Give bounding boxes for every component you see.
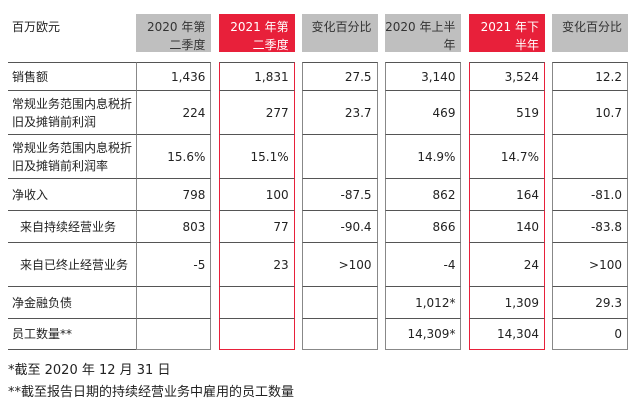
row-label: 销售额 [8, 62, 136, 90]
col-header-2020-h1: 2020 年上半年 [385, 14, 462, 52]
cell: 24 [468, 242, 545, 286]
row-label: 净金融负债 [8, 286, 136, 318]
footnotes: *截至 2020 年 12 月 31 日 **截至报告日期的持续经营业务中雇用的… [8, 360, 294, 404]
cell: 0 [552, 318, 628, 350]
cell: 10.7 [552, 90, 628, 134]
cell: 3,524 [468, 62, 545, 90]
cell: 1,436 [135, 62, 212, 90]
cell: 3,140 [385, 62, 462, 90]
cell [135, 318, 212, 350]
cell: -5 [135, 242, 212, 286]
row-label: 来自持续经营业务 [8, 210, 136, 242]
cell: 140 [468, 210, 545, 242]
cell: 15.6% [135, 134, 212, 178]
col-header-2021-q2: 2021 年第二季度 [218, 14, 295, 52]
cell: 862 [385, 178, 462, 210]
cell: 1,831 [218, 62, 295, 90]
cell [218, 318, 295, 350]
cell: 14,304 [468, 318, 545, 350]
cell: -87.5 [302, 178, 378, 210]
cell: 224 [135, 90, 212, 134]
cell: 77 [218, 210, 295, 242]
footnote-1: *截至 2020 年 12 月 31 日 [8, 363, 171, 378]
cell: 1,309 [468, 286, 545, 318]
header-unit-label: 百万欧元 [12, 20, 61, 34]
cell: -83.8 [552, 210, 628, 242]
cell: 14.9% [385, 134, 462, 178]
cell: 14.7% [468, 134, 545, 178]
row-label: 员工数量** [8, 318, 136, 350]
cell: 15.1% [218, 134, 295, 178]
col-header-change-q: 变化百分比 [302, 14, 378, 52]
cell: 164 [468, 178, 545, 210]
row-label: 常规业务范围内息税折旧及摊销前利润率 [8, 134, 136, 178]
cell: >100 [302, 242, 378, 286]
cell: 866 [385, 210, 462, 242]
footnote-2: **截至报告日期的持续经营业务中雇用的员工数量 [8, 385, 295, 400]
cell: >100 [552, 242, 628, 286]
cell: 12.2 [552, 62, 628, 90]
cell [135, 286, 212, 318]
cell [302, 134, 378, 178]
cell: 100 [218, 178, 295, 210]
col-header-change-h: 变化百分比 [552, 14, 628, 52]
cell [302, 286, 378, 318]
row-label: 净收入 [8, 178, 136, 210]
cell: 519 [468, 90, 545, 134]
financial-table: 百万欧元 2020 年第二季度 2021 年第二季度 变化百分比 2020 年上… [8, 4, 628, 350]
cell: 803 [135, 210, 212, 242]
col-header-2021-h: 2021 年下半年 [468, 14, 545, 52]
cell: -81.0 [552, 178, 628, 210]
cell: 798 [135, 178, 212, 210]
row-label: 来自已终止经营业务 [8, 242, 136, 286]
cell: 14,309* [385, 318, 462, 350]
cell: 1,012* [385, 286, 462, 318]
cell: 23.7 [302, 90, 378, 134]
cell: 469 [385, 90, 462, 134]
cell [552, 134, 628, 178]
cell: 29.3 [552, 286, 628, 318]
cell: 277 [218, 90, 295, 134]
cell: -90.4 [302, 210, 378, 242]
cell: 23 [218, 242, 295, 286]
cell: -4 [385, 242, 462, 286]
cell [218, 286, 295, 318]
row-label: 常规业务范围内息税折旧及摊销前利润 [8, 90, 136, 134]
col-header-2020-q2: 2020 年第二季度 [135, 14, 212, 52]
cell [302, 318, 378, 350]
cell: 27.5 [302, 62, 378, 90]
